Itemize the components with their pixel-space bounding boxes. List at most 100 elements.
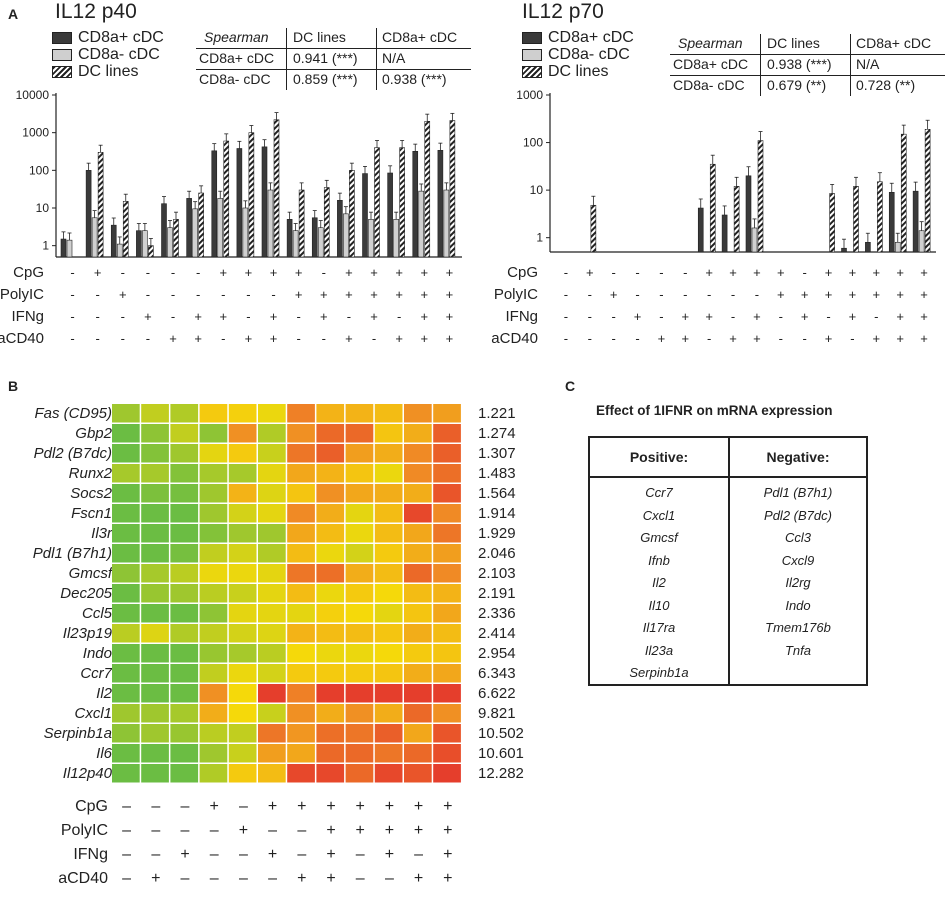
- treatment-symbol: +: [446, 265, 454, 280]
- heatmap-cell: [316, 544, 345, 563]
- heatmap-cell: [345, 484, 374, 503]
- treatment-label: PolyIC: [494, 286, 538, 303]
- spearman-cell: 0.728 (**): [856, 77, 916, 93]
- heatmap-cell: [374, 544, 403, 563]
- legend-item-cd8a-neg: CD8a- cDC: [52, 46, 160, 64]
- heatmap-cell: [199, 684, 228, 703]
- treatment-symbol: +: [270, 331, 278, 346]
- bar-cd8a-neg: [142, 230, 148, 258]
- heatmap-cell: [112, 744, 140, 763]
- heatmap-cell: [404, 404, 432, 423]
- heatmap-cell: [345, 664, 374, 683]
- heatmap-cell: [374, 484, 403, 503]
- heatmap-cell: [141, 464, 169, 483]
- heatmap-cell: [258, 484, 286, 503]
- heatmap-cell: [258, 604, 286, 623]
- treatment-symbol: +: [634, 309, 642, 324]
- treatment-symbol: –: [297, 846, 307, 863]
- heatmap-cell: [287, 484, 315, 503]
- treatment-symbol: -: [322, 331, 326, 346]
- legend-label: CD8a- cDC: [78, 46, 160, 63]
- treatment-symbol: -: [874, 309, 878, 324]
- gene-label: Gbp2: [75, 425, 112, 442]
- treatment-symbol: -: [588, 331, 592, 346]
- gene-label: Socs2: [70, 485, 112, 502]
- treatment-symbol: +: [144, 309, 152, 324]
- treatment-symbol: –: [122, 798, 132, 815]
- heatmap-cell: [112, 584, 140, 603]
- heatmap-cell: [112, 524, 140, 543]
- bar-dc-lines: [877, 181, 883, 253]
- treatment-symbol: +: [220, 309, 228, 324]
- treatment-symbol: +: [151, 870, 161, 887]
- heatmap-cell: [287, 644, 315, 663]
- treatment-symbol: +: [873, 287, 881, 302]
- fold-value: 1.914: [478, 505, 516, 522]
- bar-dc-lines: [449, 120, 456, 258]
- treatment-symbol: +: [345, 287, 353, 302]
- fold-value: 6.343: [478, 665, 516, 682]
- heatmap-cell: [316, 564, 345, 583]
- legend-swatch-dark: [522, 32, 542, 44]
- gene-label: Gmcsf: [68, 565, 112, 582]
- heatmap-cell: [404, 584, 432, 603]
- treatment-symbol: +: [801, 309, 809, 324]
- treatment-symbol: –: [180, 822, 190, 839]
- bar-cd8a-pos: [745, 175, 752, 253]
- heatmap-cell: [228, 704, 257, 723]
- bar-cd8a-pos: [697, 207, 704, 253]
- heatmap-cell: [141, 404, 169, 423]
- heatmap-cell: [258, 404, 286, 423]
- legend-label: DC lines: [78, 63, 139, 80]
- treatment-symbol: +: [270, 265, 278, 280]
- bar-cd8a-pos: [136, 230, 142, 258]
- y-tick-label: 10: [530, 183, 544, 197]
- heatmap-cell: [374, 764, 403, 783]
- legend-swatch-hatched: [52, 66, 72, 78]
- heatmap-cell: [170, 604, 199, 623]
- heatmap-cell: [374, 724, 403, 743]
- bar-cd8a-pos: [912, 190, 919, 253]
- positive-gene: Il10: [648, 597, 670, 613]
- bar-dc-lines: [374, 147, 380, 258]
- y-tick-label: 10000: [16, 88, 50, 102]
- treatment-symbol: –: [238, 870, 248, 887]
- heatmap-cell: [433, 624, 461, 643]
- gene-label: Ccl5: [81, 605, 112, 622]
- treatment-label: PolyIC: [0, 286, 44, 303]
- heatmap-cell: [170, 504, 199, 523]
- spearman-header: Spearman: [204, 29, 269, 45]
- heatmap-cell: [316, 484, 345, 503]
- heatmap-cell: [433, 664, 461, 683]
- heatmap-cell: [112, 404, 140, 423]
- treatment-symbol: -: [564, 265, 568, 280]
- heatmap-cell: [316, 624, 345, 643]
- heatmap-cell: [433, 584, 461, 603]
- treatment-symbol: +: [384, 798, 395, 815]
- treatment-symbol: +: [873, 265, 881, 280]
- treatment-symbol: -: [146, 331, 150, 346]
- bar-cd8a-neg: [443, 189, 450, 258]
- treatment-symbol: -: [246, 287, 250, 302]
- heatmap-cell: [228, 604, 257, 623]
- negative-gene: Pdl2 (B7dc): [764, 507, 832, 523]
- treatment-label: aCD40: [0, 330, 44, 347]
- chart-title-p40: IL12 p40: [55, 0, 137, 23]
- heatmap-cell: [345, 744, 374, 763]
- fold-value: 2.336: [478, 605, 516, 622]
- heatmap-cell: [374, 604, 403, 623]
- treatment-symbol: +: [413, 870, 424, 887]
- heatmap-cell: [228, 644, 257, 663]
- treatment-symbol: +: [395, 265, 403, 280]
- heatmap-cell: [141, 584, 169, 603]
- panel-c-title: Effect of 1IFNR on mRNA expression: [596, 403, 833, 418]
- heatmap-cell: [170, 624, 199, 643]
- treatment-symbol: +: [682, 309, 690, 324]
- chart-il12-p40: 1 10 100 1000 10000 CpG - + - - - - + + + + - + + + + + PolyIC…: [0, 88, 462, 347]
- y-tick-label: 1: [536, 231, 543, 245]
- treatment-symbol: +: [370, 309, 378, 324]
- heatmap-cell: [170, 684, 199, 703]
- positive-header: Positive:: [629, 449, 689, 465]
- heatmap-cell: [374, 624, 403, 643]
- heatmap-cell: [199, 704, 228, 723]
